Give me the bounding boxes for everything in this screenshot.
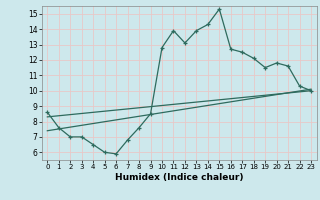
X-axis label: Humidex (Indice chaleur): Humidex (Indice chaleur) bbox=[115, 173, 244, 182]
